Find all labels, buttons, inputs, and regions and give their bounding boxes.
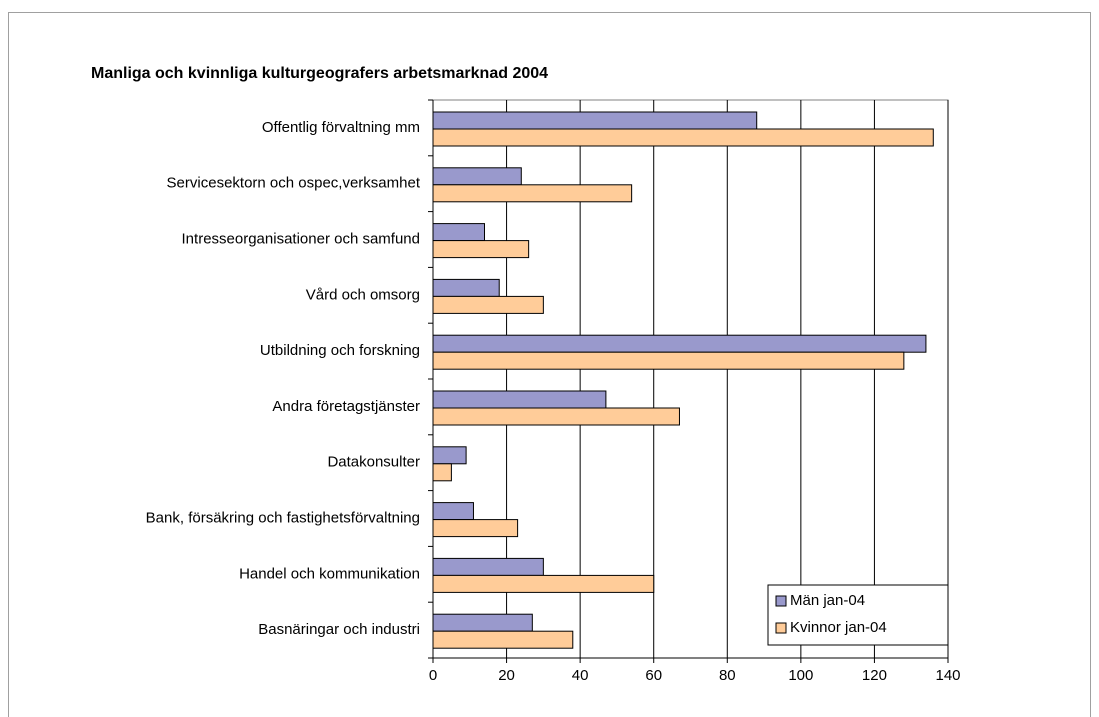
- bar: [432, 351, 905, 370]
- y-tick-label: Basnäringar och industri: [258, 621, 420, 638]
- bar: [432, 111, 758, 130]
- bar: [432, 407, 680, 426]
- legend: [767, 584, 949, 646]
- bar: [432, 240, 530, 259]
- y-tick-label: Offentlig förvaltning mm: [262, 119, 420, 136]
- bar: [432, 463, 452, 482]
- y-tick-label: Datakonsulter: [327, 454, 420, 471]
- bar: [432, 334, 927, 353]
- bar: [432, 278, 500, 297]
- x-tick-label: 40: [572, 667, 589, 684]
- legend-label: Män jan-04: [790, 592, 865, 609]
- bar: [432, 167, 522, 186]
- y-tick-label: Servicesektorn och ospec,verksamhet: [167, 175, 421, 192]
- y-tick-label: Utbildning och forskning: [260, 342, 420, 359]
- bar: [432, 557, 544, 576]
- y-tick-label: Intresseorganisationer och samfund: [182, 230, 420, 247]
- y-tick-label: Andra företagstjänster: [272, 398, 420, 415]
- bar: [432, 295, 544, 314]
- bar: [432, 519, 519, 538]
- bar: [432, 223, 485, 242]
- x-tick-label: 120: [862, 667, 887, 684]
- x-tick-label: 0: [429, 667, 437, 684]
- bar: [432, 390, 607, 409]
- x-tick-label: 140: [935, 667, 960, 684]
- x-tick-label: 20: [498, 667, 515, 684]
- legend-label: Kvinnor jan-04: [790, 619, 887, 636]
- bar: [432, 128, 934, 147]
- bar: [432, 502, 474, 521]
- chart-title: Manliga och kvinnliga kulturgeografers a…: [91, 65, 548, 82]
- legend-swatch: [775, 622, 787, 634]
- y-tick-label: Bank, försäkring och fastighetsförvaltni…: [146, 509, 420, 526]
- x-tick-label: 80: [719, 667, 736, 684]
- bar: [432, 446, 467, 465]
- legend-swatch: [775, 595, 787, 607]
- y-tick-label: Vård och omsorg: [306, 286, 420, 303]
- y-tick-label: Handel och kommunikation: [239, 565, 420, 582]
- x-tick-label: 60: [645, 667, 662, 684]
- bar: [432, 184, 633, 203]
- bar: [432, 574, 655, 593]
- bar: [432, 630, 574, 649]
- bar: [432, 613, 533, 632]
- x-tick-label: 100: [788, 667, 813, 684]
